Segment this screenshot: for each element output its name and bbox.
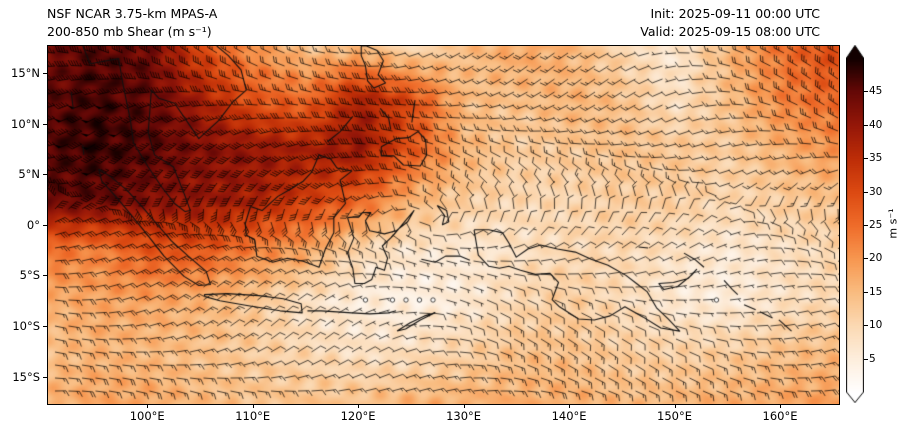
colorbar-tick-mark: [864, 191, 868, 193]
y-tick-mark: [43, 326, 47, 327]
colorbar-tick-label: 10: [869, 319, 883, 332]
x-tick-mark: [147, 404, 149, 408]
colorbar-tick-mark: [864, 158, 868, 160]
y-tick-label: 15°N: [11, 65, 40, 80]
colorbar-tick-label: 35: [869, 152, 883, 165]
y-tick-label: 0°: [26, 217, 40, 232]
y-tick-mark: [43, 376, 47, 378]
y-tick-label: 10°S: [12, 319, 40, 333]
y-tick-label: 5°N: [18, 167, 40, 182]
x-tick-mark: [569, 404, 571, 408]
colorbar-tick-label: 20: [869, 252, 883, 265]
field-title: 200-850 mb Shear (m s⁻¹): [47, 24, 212, 39]
x-tick-label: 100°E: [129, 409, 165, 423]
y-tick-mark: [43, 174, 47, 176]
y-tick-label: 10°N: [11, 116, 40, 131]
valid-time-label: Valid: 2025-09-15 08:00 UTC: [640, 24, 820, 39]
x-tick-mark: [252, 404, 254, 408]
colorbar-tick-mark: [864, 291, 868, 293]
colorbar-tick-label: 45: [869, 85, 883, 98]
x-tick-label: 150°E: [657, 409, 692, 423]
y-tick-mark: [43, 275, 47, 277]
x-tick-label: 160°E: [762, 409, 798, 423]
x-tick-mark: [358, 404, 360, 408]
x-tick-label: 130°E: [446, 409, 482, 423]
x-tick-mark: [780, 404, 781, 408]
y-tick-label: 15°S: [12, 369, 40, 384]
colorbar-tick-label: 25: [869, 219, 883, 231]
colorbar-tick-label: 30: [869, 185, 883, 198]
colorbar-tick-mark: [864, 258, 868, 260]
x-tick-label: 140°E: [551, 409, 587, 423]
x-tick-mark: [463, 404, 465, 408]
colorbar: [846, 45, 864, 403]
map-panel: [47, 45, 840, 405]
colorbar-tick-mark: [864, 91, 868, 93]
colorbar-tick-mark: [864, 358, 868, 360]
colorbar-canvas: [846, 45, 864, 403]
colorbar-tick-mark: [864, 225, 868, 226]
y-tick-mark: [43, 72, 47, 74]
y-tick-mark: [43, 224, 47, 226]
y-tick-label: 5°S: [19, 268, 40, 283]
x-tick-label: 120°E: [340, 409, 376, 423]
colorbar-tick-label: 40: [869, 118, 883, 131]
x-tick-label: 110°E: [235, 409, 271, 423]
colorbar-tick-mark: [864, 325, 868, 327]
colorbar-tick-label: 15: [869, 285, 883, 298]
model-title: NSF NCAR 3.75-km MPAS-A: [47, 6, 218, 21]
colorbar-units-label: m s⁻¹: [886, 208, 900, 239]
colorbar-tick-mark: [864, 124, 868, 126]
x-tick-mark: [674, 404, 676, 408]
shear-map-canvas: [48, 46, 839, 404]
y-tick-mark: [43, 123, 47, 125]
colorbar-tick-label: 5: [869, 352, 876, 365]
init-time-label: Init: 2025-09-11 00:00 UTC: [650, 6, 820, 21]
